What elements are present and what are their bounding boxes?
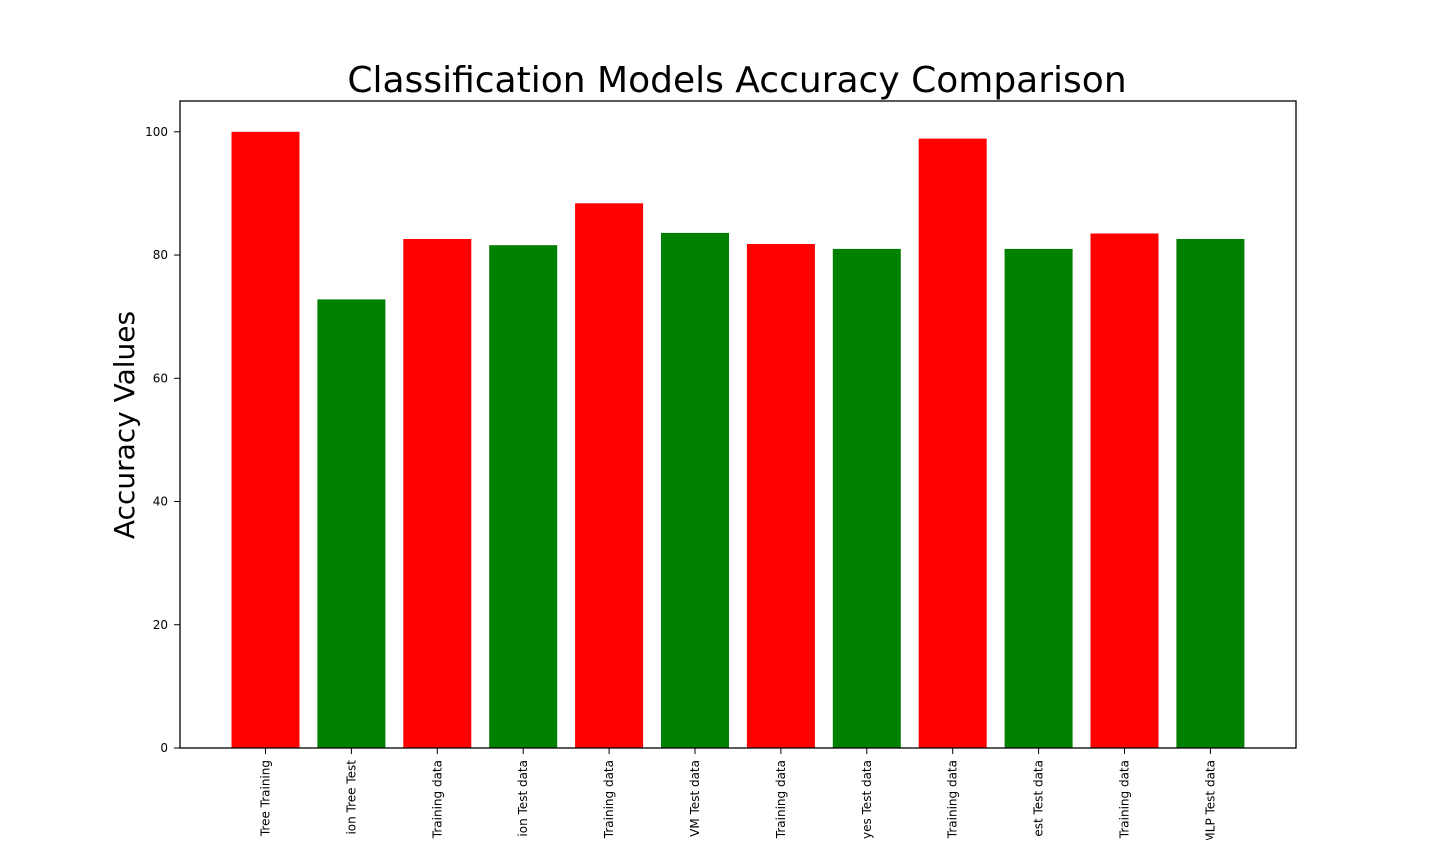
- bar-11: [1090, 233, 1159, 748]
- y-axis-label: Accuracy Values: [108, 311, 141, 539]
- x-tick-label: Training data: [946, 760, 960, 839]
- bar-10: [1004, 248, 1073, 748]
- bar-9: [918, 138, 987, 749]
- x-tick-label: yes Test data: [860, 760, 874, 839]
- x-tick-label: ion Tree Test: [344, 760, 358, 835]
- bar-7: [746, 244, 815, 748]
- x-axis-ticks: Tree Training ion Tree Test Training data i…: [259, 748, 1217, 843]
- x-tick-label: est Test data: [1032, 760, 1046, 837]
- y-tick-label: 40: [153, 495, 168, 509]
- x-tick-label: Training data: [602, 760, 616, 839]
- y-tick-label: 60: [153, 371, 168, 385]
- y-tick-label: 20: [153, 618, 168, 632]
- bar-8: [832, 248, 901, 748]
- x-tick-label: Training data: [1118, 760, 1132, 839]
- y-tick-label: 80: [153, 248, 168, 262]
- y-tick-label: 100: [145, 125, 168, 139]
- x-tick-label: Training data: [430, 760, 444, 839]
- bar-2: [317, 299, 386, 748]
- bars-layer: [231, 131, 1245, 749]
- x-tick-label: Tree Training: [259, 760, 273, 837]
- plot-frame: [179, 100, 1297, 749]
- bar-1: [231, 131, 300, 749]
- y-tick-label: 0: [160, 741, 168, 755]
- y-axis-ticks: 0 20 40 60 80 100: [145, 125, 180, 755]
- bar-3: [403, 239, 472, 748]
- x-tick-label: Training data: [774, 760, 788, 839]
- x-tick-label: VM Test data: [688, 760, 702, 837]
- bar-6: [661, 232, 729, 748]
- bar-5: [575, 203, 644, 749]
- x-tick-label: MLP Test data: [1203, 760, 1217, 840]
- bar-12: [1176, 239, 1245, 748]
- chart-title: Classification Models Accuracy Compariso…: [347, 60, 1126, 101]
- x-tick-label: ion Test data: [516, 760, 530, 837]
- bar-4: [489, 245, 558, 748]
